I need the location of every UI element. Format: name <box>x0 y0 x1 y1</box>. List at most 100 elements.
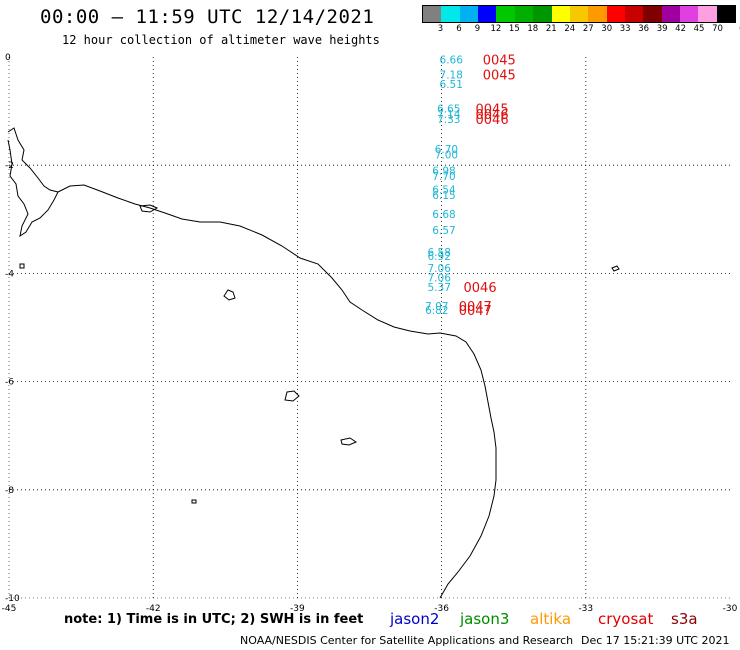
legend-swatch <box>661 6 681 22</box>
legend-swatch <box>478 6 497 22</box>
time-label: 0046 <box>464 281 497 296</box>
legend-label: 39 <box>656 24 668 34</box>
lat-tick-label: -6 <box>5 378 14 388</box>
legend-label: 3 <box>437 24 444 34</box>
legend-label: 42 <box>675 24 686 34</box>
legend-label: 6 <box>456 24 462 34</box>
credit-text: NOAA/NESDIS Center for Satellite Applica… <box>240 634 574 647</box>
page-title: 00:00 – 11:59 UTC 12/14/2021 <box>40 6 375 28</box>
wave-height-labels: 6.66 7.186.51 6.657.147.33 6.707.00 6.987.70… <box>425 55 463 317</box>
lat-tick-label: -10 <box>5 594 20 604</box>
wave-height-label: 6.66 <box>440 55 464 67</box>
timestamp-text: Dec 17 15:21:39 UTC 2021 <box>581 634 730 647</box>
time-label: 0045 <box>483 68 516 83</box>
legend-swatch <box>551 6 570 22</box>
wave-height-label: 6.65 <box>437 103 460 115</box>
island-outline <box>19 263 25 269</box>
legend-swatch <box>459 6 479 22</box>
legend-label: 70 <box>712 24 723 34</box>
wave-height-label: 7.70 <box>432 171 455 183</box>
wave-height-label: 6.51 <box>440 79 463 91</box>
wave-height-label: 7.06 <box>428 273 452 285</box>
wave-height-label: 6.92 <box>428 251 451 263</box>
map-axes: 0 -2 -4 -6 -8 -10-45 -42 -39 -36 -33 -30 <box>2 53 738 614</box>
time-label: 0045 <box>476 102 509 117</box>
legend-label: 45 <box>693 24 705 34</box>
page-subtitle: 12 hour collection of altimeter wave hei… <box>62 33 380 47</box>
legend-swatch <box>606 6 625 22</box>
lat-tick-label: -4 <box>5 269 14 279</box>
coastline-estuary <box>7 127 59 238</box>
legend-label: 21 <box>545 24 557 34</box>
legend-swatch <box>680 6 699 22</box>
lat-tick-label: 0 <box>5 53 11 63</box>
legend-swatch <box>698 6 717 22</box>
footer-note: note: 1) Time is in UTC; 2) SWH is in fe… <box>64 612 364 627</box>
legend-swatch <box>588 6 607 22</box>
legend-swatch <box>624 6 644 22</box>
time-label: 0046 <box>476 108 509 123</box>
wave-height-label: 6.15 <box>432 190 455 202</box>
legend-swatch <box>643 6 662 22</box>
legend-label: 18 <box>527 24 539 34</box>
lon-tick-label: -30 <box>723 604 738 614</box>
legend-swatch <box>569 6 589 22</box>
legend-label: 12 <box>490 24 502 34</box>
wave-height-label: 6.68 <box>432 209 455 221</box>
coastline <box>7 127 620 599</box>
lat-tick-label: -2 <box>5 161 14 171</box>
wave-height-label: 6.70 <box>435 144 458 156</box>
legend-swatch <box>514 6 534 22</box>
time-label: 0047 <box>459 304 492 319</box>
wave-height-label: 6.57 <box>432 225 455 237</box>
legend-label: 30 <box>601 24 613 34</box>
satellite-jason2: jason2 <box>390 610 440 628</box>
island-outline <box>191 499 197 504</box>
legend-label: 9 <box>474 24 481 34</box>
island-outline <box>284 390 300 402</box>
legend-label: 27 <box>582 24 594 34</box>
legend-label: 36 <box>638 24 650 34</box>
time-label: 0046 <box>476 113 509 128</box>
wave-height-label: 7.18 <box>440 69 463 81</box>
wave-height-label: 6.54 <box>432 185 456 197</box>
island-outline <box>139 204 159 213</box>
legend-swatch <box>441 6 460 22</box>
wave-height-label: 7.14 <box>437 109 461 121</box>
map-grid <box>9 57 730 598</box>
lon-tick-label: -39 <box>290 604 305 614</box>
wave-height-label: 6.82 <box>425 305 448 317</box>
legend-swatches <box>422 5 736 23</box>
satellite-jason3: jason3 <box>460 610 510 628</box>
lon-tick-label: -33 <box>578 604 593 614</box>
lon-tick-label: -36 <box>434 604 449 614</box>
legend-label: 24 <box>564 24 576 34</box>
wave-height-label: 7.06 <box>428 263 452 275</box>
legend-swatch <box>423 6 442 22</box>
legend-label: 15 <box>508 24 520 34</box>
wave-height-label: 7.00 <box>435 149 458 161</box>
wave-height-label: 7.33 <box>437 114 460 126</box>
lon-tick-label: -45 <box>2 604 17 614</box>
island-outline <box>611 265 620 272</box>
time-label: 0045 <box>483 54 516 69</box>
island-outline <box>340 437 358 446</box>
lat-tick-label: -8 <box>5 486 14 496</box>
legend-swatch <box>533 6 552 22</box>
satellite-cryosat: cryosat <box>598 610 654 628</box>
legend-swatch <box>716 6 736 22</box>
wave-height-label: 6.98 <box>432 166 455 178</box>
wave-height-label: 7.07 <box>425 301 448 313</box>
wave-height-label: 6.58 <box>428 247 451 259</box>
lon-tick-label: -42 <box>146 604 161 614</box>
satellite-altika: altika <box>530 610 572 628</box>
satellite-s3a: s3a <box>671 610 698 628</box>
legend-label: 33 <box>619 24 631 34</box>
legend-swatch <box>496 6 515 22</box>
wave-height-label: 5.37 <box>428 282 451 294</box>
island-outline <box>223 289 236 301</box>
